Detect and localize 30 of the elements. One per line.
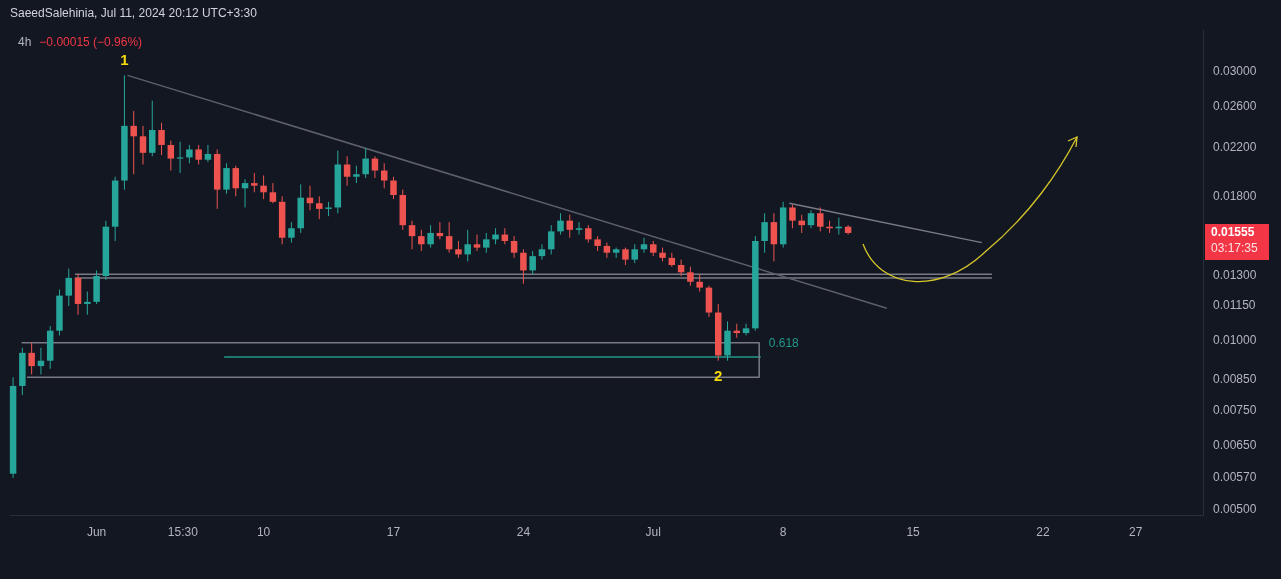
text: 0.01555	[1211, 225, 1255, 240]
x-tick-label: Jul	[645, 524, 661, 539]
y-tick-label: 0.01150	[1213, 298, 1256, 313]
y-tick-label: 0.01300	[1213, 268, 1257, 283]
y-tick-label: 0.01000	[1213, 332, 1257, 347]
text: 03:17:35	[1211, 241, 1259, 256]
y-tick-label: 0.00500	[1213, 502, 1257, 517]
x-tick-label: 15	[906, 524, 921, 539]
text: SaeedSalehinia, Jul 11, 2024 20:12 UTC+3:30	[10, 6, 257, 20]
chart-subtitle: −0.00015 (−0.96%)	[39, 35, 143, 49]
y-tick-label: 0.03000	[1213, 63, 1257, 78]
y-tick-label: 0.02200	[1213, 139, 1257, 154]
y-tick-label: 0.00570	[1213, 470, 1257, 485]
x-tick-label: 15:30	[167, 524, 199, 539]
x-tick-label: 27	[1129, 524, 1143, 539]
chart-title: 4h	[18, 35, 32, 49]
x-tick-label: Jun	[86, 524, 107, 539]
y-tick-label: 0.01800	[1213, 188, 1257, 203]
y-tick-label: 0.00650	[1213, 438, 1257, 453]
x-tick-label: 8	[779, 524, 787, 539]
x-tick-label: 10	[256, 524, 271, 539]
annotation: 1	[120, 51, 129, 69]
series-label: 0.618	[768, 336, 800, 351]
annotation: 2	[714, 366, 723, 384]
x-tick-label: 22	[1036, 524, 1050, 539]
y-tick-label: 0.02600	[1213, 98, 1257, 113]
x-tick-label: 24	[516, 524, 531, 539]
y-tick-label: 0.00750	[1213, 403, 1257, 418]
y-tick-label: 0.00850	[1213, 372, 1257, 387]
x-tick-label: 17	[386, 524, 401, 539]
